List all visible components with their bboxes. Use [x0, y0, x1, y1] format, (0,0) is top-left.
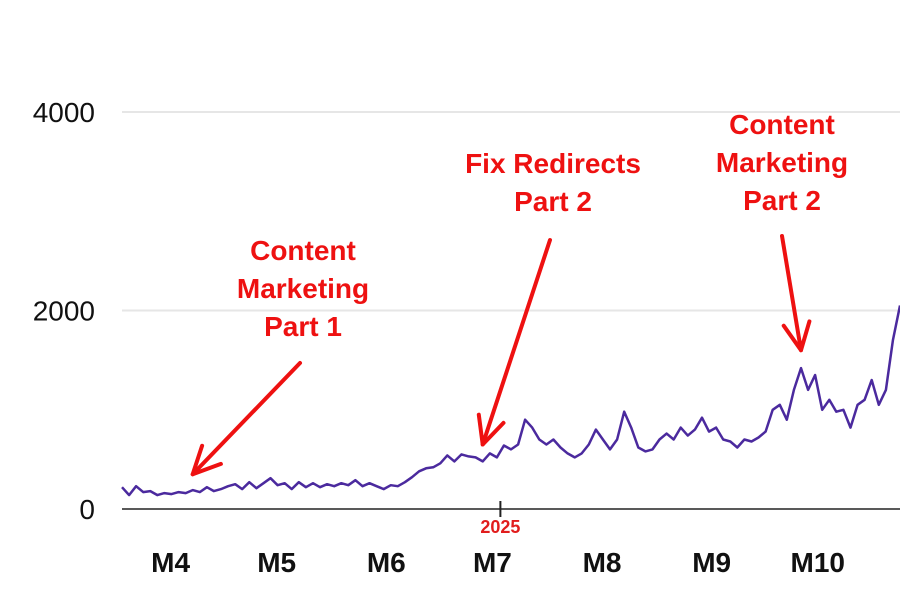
- annotation-arrow: [190, 361, 302, 477]
- grid-lines: [122, 111, 900, 312]
- y-tick-label: 0: [79, 494, 95, 525]
- annotation-text: Marketing: [237, 273, 369, 304]
- x-tick-label: M8: [583, 547, 622, 578]
- y-axis: 0 2000 4000: [33, 97, 95, 525]
- annotation-text: Part 1: [264, 311, 342, 342]
- series-line: [121, 305, 900, 497]
- annotation-text: Part 2: [743, 185, 821, 216]
- annotation-text: Content: [250, 235, 356, 266]
- x-tick-label: M10: [791, 547, 845, 578]
- annotation: Fix Redirects Part 2: [465, 148, 641, 447]
- y-tick-label: 4000: [33, 97, 95, 128]
- annotations: Content Marketing Part 1 Fix Redirects Part …: [190, 109, 848, 477]
- annotation-text: Fix Redirects: [465, 148, 641, 179]
- x-tick-label: M6: [367, 547, 406, 578]
- x-tick-label: M9: [692, 547, 731, 578]
- annotation: Content Marketing Part 1: [190, 235, 369, 477]
- year-marker: 2025: [480, 501, 520, 537]
- x-axis: M4 M5 M6 M7 M8 M9 M10: [151, 547, 845, 578]
- annotation-arrowhead: [476, 412, 506, 447]
- x-tick-label: M4: [151, 547, 190, 578]
- annotation-arrow: [780, 234, 803, 353]
- annotation-arrowhead: [190, 443, 223, 477]
- annotation-text: Content: [729, 109, 835, 140]
- annotation-text: Part 2: [514, 186, 592, 217]
- x-tick-label: M7: [473, 547, 512, 578]
- annotation-text: Marketing: [716, 147, 848, 178]
- x-tick-label: M5: [257, 547, 296, 578]
- annotation: Content Marketing Part 2: [716, 109, 848, 353]
- annotation-arrowhead: [781, 319, 812, 353]
- y-tick-label: 2000: [33, 296, 95, 327]
- annotation-arrow: [480, 238, 552, 447]
- year-label: 2025: [480, 517, 520, 537]
- series: [121, 305, 900, 497]
